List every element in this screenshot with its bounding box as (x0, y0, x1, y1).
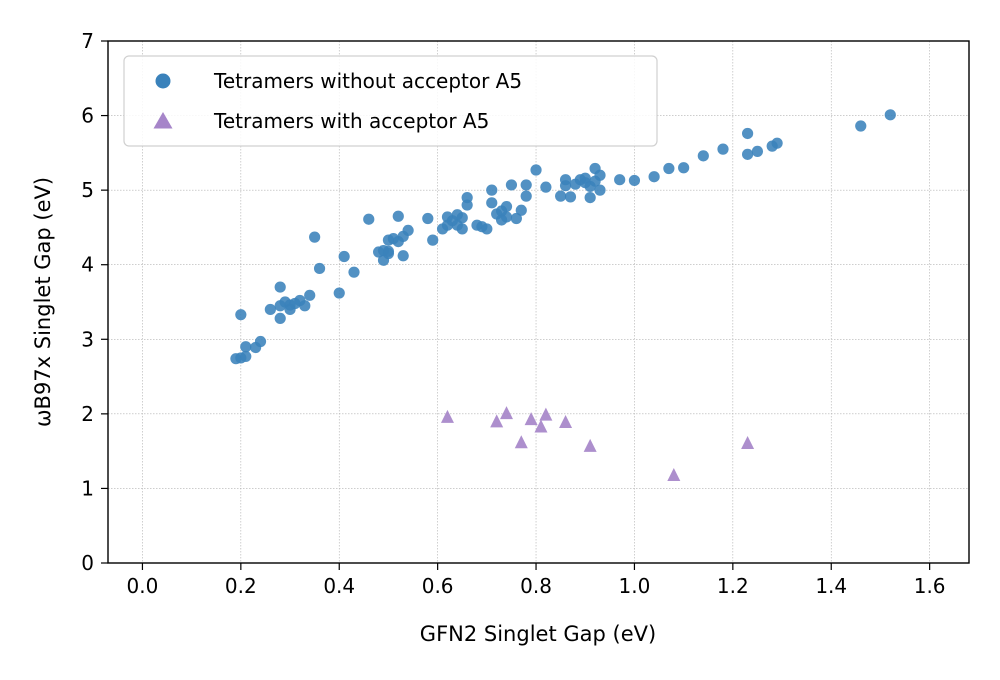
circle-data-point (333, 287, 345, 299)
circle-data-point (520, 190, 532, 202)
triangle-data-point (500, 406, 514, 420)
circle-data-point (402, 224, 414, 237)
circle-data-point (678, 162, 690, 174)
circle-data-point (584, 192, 596, 204)
y-tick-label: 4 (81, 253, 94, 277)
circle-data-point (579, 172, 591, 184)
legend-box (123, 55, 658, 147)
legend-triangle-marker (153, 112, 173, 129)
axis-ticks: 0.0 0.2 0.4 0.6 0.8 1.0 1.2 1.4 1.6 0 1 2 3 4 5 6 7 (81, 29, 945, 598)
circle-data-point (751, 145, 764, 157)
x-axis-label: GFN2 Singlet Gap (eV) (420, 622, 656, 646)
circle-data-point (628, 174, 641, 187)
circle-data-point (254, 335, 267, 348)
circle-data-point (456, 223, 468, 235)
triangle-data-point (490, 414, 504, 428)
circle-data-point (382, 247, 395, 260)
circle-data-point (422, 212, 434, 225)
circle-data-point (486, 184, 498, 196)
triangle-data-point (667, 468, 681, 482)
circle-data-point (309, 231, 321, 243)
circle-data-point (697, 150, 709, 162)
triangle-data-point (534, 419, 548, 433)
circle-data-point (299, 300, 311, 312)
y-tick-label: 2 (81, 402, 94, 426)
circle-data-point (855, 120, 867, 132)
triangle-data-point (583, 438, 597, 452)
circle-data-point (540, 181, 552, 193)
circle-data-point (274, 281, 286, 293)
y-tick-label: 0 (81, 551, 94, 575)
x-tick-label: 0.6 (422, 574, 454, 598)
circle-data-point (486, 197, 498, 209)
circle-data-point (392, 210, 404, 222)
legend-label-with-a5: Tetramers with acceptor A5 (213, 109, 489, 133)
circle-data-point (397, 250, 409, 262)
circle-data-point (235, 309, 247, 321)
x-tick-label: 1.2 (717, 574, 749, 598)
circle-data-point (594, 184, 606, 196)
triangle-data-point (514, 435, 528, 449)
triangle-data-point (524, 412, 538, 426)
circle-data-point (884, 109, 896, 121)
circle-data-point (500, 200, 513, 213)
y-tick-label: 3 (81, 327, 94, 351)
triangle-data-point (741, 435, 755, 449)
x-tick-label: 0.2 (225, 574, 257, 598)
circle-data-point (520, 179, 532, 191)
circle-data-point (530, 164, 542, 176)
circle-data-point (481, 223, 493, 235)
y-tick-label: 7 (81, 29, 94, 53)
x-tick-label: 1.6 (914, 574, 946, 598)
x-tick-label: 1.0 (619, 574, 651, 598)
circle-data-point (363, 213, 375, 225)
circle-data-point (240, 341, 252, 353)
circle-data-point (240, 350, 252, 363)
x-tick-label: 1.4 (815, 574, 847, 598)
circle-data-point (717, 143, 729, 155)
circle-data-point (284, 303, 296, 316)
circle-data-point (771, 137, 783, 149)
circle-data-point (264, 303, 276, 316)
circle-data-point (555, 190, 567, 202)
triangle-data-point (440, 409, 454, 423)
circle-data-point (742, 127, 754, 140)
triangle-data-point (559, 415, 573, 429)
circle-data-point (304, 289, 316, 301)
circle-data-point (313, 262, 326, 275)
circle-data-point (614, 174, 626, 186)
circle-data-point (648, 171, 660, 183)
triangle-data-point (539, 407, 553, 421)
circle-data-point (427, 234, 439, 246)
legend-circle-marker (155, 73, 171, 89)
circle-data-point (515, 204, 527, 216)
circle-data-point (564, 191, 577, 203)
circle-data-point (500, 211, 513, 223)
circle-data-point (505, 179, 518, 191)
circle-data-point (461, 192, 473, 204)
legend-label-without-a5: Tetramers without acceptor A5 (213, 69, 522, 93)
data-points (230, 109, 896, 482)
circle-data-point (338, 250, 350, 263)
circle-data-point (348, 266, 360, 278)
circle-data-point (456, 212, 468, 224)
circle-data-point (510, 212, 522, 225)
legend: Tetramers without acceptor A5 Tetramers … (123, 55, 658, 147)
y-tick-label: 5 (81, 178, 94, 202)
x-tick-label: 0.4 (323, 574, 355, 598)
y-tick-label: 6 (81, 104, 94, 128)
y-axis-label: ωB97x Singlet Gap (eV) (31, 177, 55, 427)
circle-data-point (663, 162, 675, 175)
plot-frame (107, 40, 970, 564)
circle-data-point (742, 148, 754, 160)
x-tick-label: 0.8 (520, 574, 552, 598)
y-tick-label: 1 (81, 476, 94, 500)
x-tick-label: 0.0 (127, 574, 159, 598)
circle-data-point (594, 169, 606, 181)
circle-data-point (559, 174, 572, 186)
circle-data-point (274, 312, 286, 325)
